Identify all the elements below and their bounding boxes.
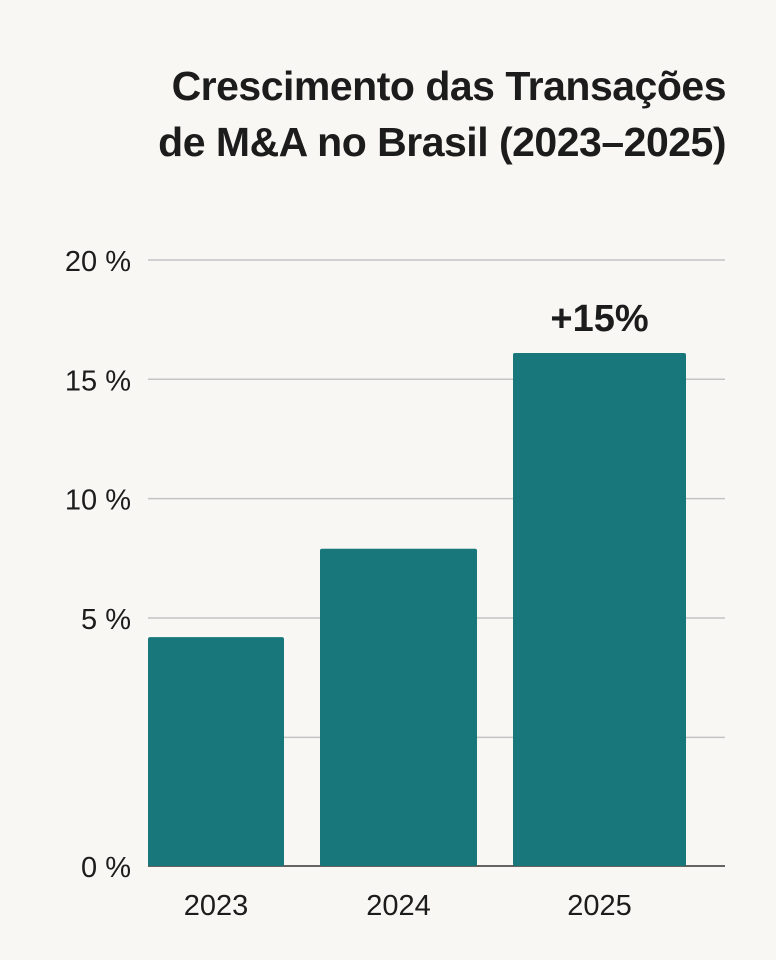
y-tick-label: 15 % xyxy=(65,365,131,397)
chart-title-line-1: Crescimento das Transações xyxy=(171,63,727,109)
chart-title: Crescimento das Transações de M&A no Bra… xyxy=(158,58,726,170)
data-label: +15% xyxy=(550,298,648,340)
chart-title-line-2: de M&A no Brasil (2023–2025) xyxy=(158,119,726,165)
y-tick-label: 10 % xyxy=(65,485,131,517)
y-tick-label-zero: 0 % xyxy=(81,852,131,884)
x-tick-label: 2023 xyxy=(184,890,249,922)
bar-2024 xyxy=(320,548,477,866)
y-tick-label: 5 % xyxy=(81,604,131,636)
bar-2023 xyxy=(148,637,284,866)
y-tick-label: 20 % xyxy=(65,246,131,278)
x-tick-label: 2024 xyxy=(366,890,431,922)
bar-2025 xyxy=(513,353,686,867)
x-tick-label: 2025 xyxy=(567,890,632,922)
